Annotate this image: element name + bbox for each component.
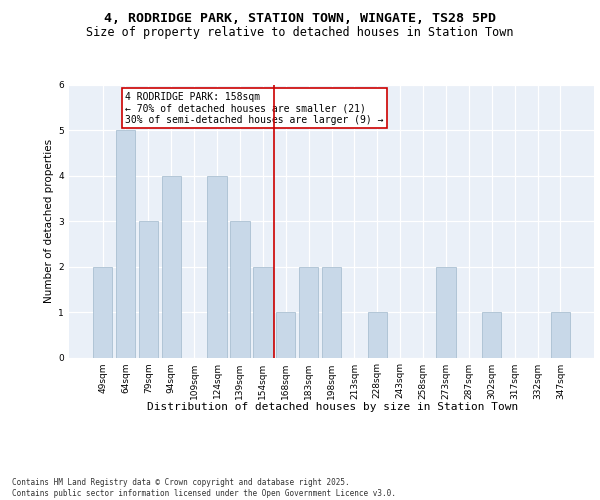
Bar <box>253 266 272 358</box>
Bar <box>436 266 455 358</box>
Text: Size of property relative to detached houses in Station Town: Size of property relative to detached ho… <box>86 26 514 39</box>
Text: 4, RODRIDGE PARK, STATION TOWN, WINGATE, TS28 5PD: 4, RODRIDGE PARK, STATION TOWN, WINGATE,… <box>104 12 496 26</box>
Bar <box>116 130 135 358</box>
Text: Contains HM Land Registry data © Crown copyright and database right 2025.
Contai: Contains HM Land Registry data © Crown c… <box>12 478 396 498</box>
Bar <box>93 266 112 358</box>
Bar <box>161 176 181 358</box>
Bar <box>276 312 295 358</box>
Bar <box>322 266 341 358</box>
Y-axis label: Number of detached properties: Number of detached properties <box>44 139 54 304</box>
Bar <box>368 312 387 358</box>
Bar <box>230 221 250 358</box>
Bar <box>299 266 319 358</box>
Bar <box>139 221 158 358</box>
Bar <box>551 312 570 358</box>
Bar <box>482 312 502 358</box>
Bar <box>208 176 227 358</box>
Text: 4 RODRIDGE PARK: 158sqm
← 70% of detached houses are smaller (21)
30% of semi-de: 4 RODRIDGE PARK: 158sqm ← 70% of detache… <box>125 92 384 125</box>
Text: Distribution of detached houses by size in Station Town: Distribution of detached houses by size … <box>148 402 518 412</box>
